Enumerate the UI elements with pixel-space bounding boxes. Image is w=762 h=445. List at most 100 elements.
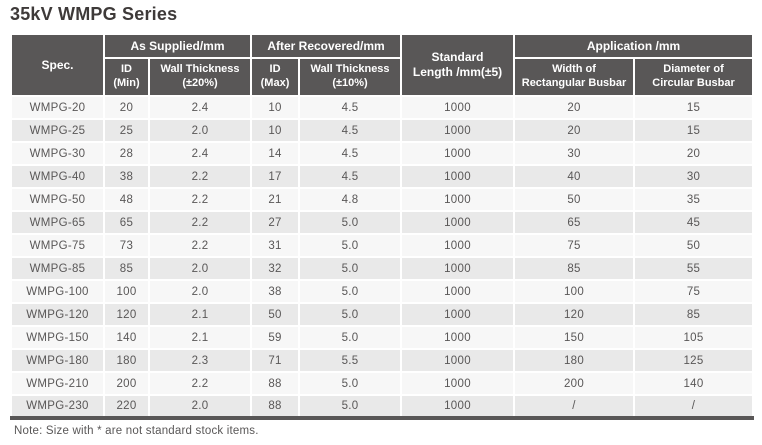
value-cell: 1000: [400, 325, 516, 350]
value-cell: 21: [250, 187, 301, 212]
value-cell: 31: [250, 233, 301, 258]
value-cell: 1000: [400, 302, 516, 327]
spec-cell: WMPG-40: [10, 164, 105, 189]
table-row: WMPG-50 48 2.2 21 4.8 1000 50 35: [10, 187, 755, 212]
header-application: Application /mm: [513, 33, 755, 59]
table-row: WMPG-75 73 2.2 31 5.0 1000 75 50: [10, 233, 755, 258]
value-cell: 100: [513, 279, 636, 304]
value-cell: 20: [103, 95, 150, 120]
page-title: 35kV WMPG Series: [10, 4, 178, 24]
value-cell: 5.0: [298, 256, 403, 281]
value-cell: 85: [103, 256, 150, 281]
table-row: WMPG-85 85 2.0 32 5.0 1000 85 55: [10, 256, 755, 281]
value-cell: 20: [513, 118, 636, 143]
value-cell: 50: [513, 187, 636, 212]
value-cell: 10: [250, 118, 301, 143]
value-cell: 48: [103, 187, 150, 212]
spec-cell: WMPG-30: [10, 141, 105, 166]
value-cell: 180: [513, 348, 636, 373]
value-cell: 38: [250, 279, 301, 304]
value-cell: 1000: [400, 187, 516, 212]
spec-table: Spec. As Supplied/mm After Recovered/mm …: [10, 33, 755, 420]
value-cell: 120: [513, 302, 636, 327]
value-cell: 59: [250, 325, 301, 350]
value-cell: 1000: [400, 95, 516, 120]
value-cell: 5.0: [298, 325, 403, 350]
value-cell: 88: [250, 371, 301, 396]
value-cell: 75: [513, 233, 636, 258]
value-cell: 4.5: [298, 118, 403, 143]
header-spec: Spec.: [10, 33, 105, 97]
value-cell: 85: [513, 256, 636, 281]
value-cell: 30: [513, 141, 636, 166]
value-cell: 4.5: [298, 141, 403, 166]
value-cell: 14: [250, 141, 301, 166]
table-row: WMPG-25 25 2.0 10 4.5 1000 20 15: [10, 118, 755, 143]
header-wall-thickness-10: Wall Thickness (±10%): [298, 57, 403, 97]
value-cell: 5.0: [298, 233, 403, 258]
value-cell: 105: [633, 325, 755, 350]
value-cell: 35: [633, 187, 755, 212]
spec-cell: WMPG-120: [10, 302, 105, 327]
value-cell: 32: [250, 256, 301, 281]
header-id-max: ID (Max): [250, 57, 301, 97]
value-cell: 2.0: [147, 394, 253, 420]
value-cell: 71: [250, 348, 301, 373]
value-cell: 85: [633, 302, 755, 327]
value-cell: 65: [513, 210, 636, 235]
table-row: WMPG-210 200 2.2 88 5.0 1000 200 140: [10, 371, 755, 396]
value-cell: 1000: [400, 394, 516, 420]
value-cell: 5.5: [298, 348, 403, 373]
spec-cell: WMPG-20: [10, 95, 105, 120]
spec-cell: WMPG-180: [10, 348, 105, 373]
value-cell: 50: [250, 302, 301, 327]
value-cell: 27: [250, 210, 301, 235]
value-cell: 50: [633, 233, 755, 258]
header-wall-thickness-20: Wall Thickness (±20%): [147, 57, 253, 97]
spec-cell: WMPG-210: [10, 371, 105, 396]
header-as-supplied: As Supplied/mm: [102, 33, 253, 59]
value-cell: 5.0: [298, 279, 403, 304]
value-cell: 2.1: [147, 325, 253, 350]
table-row: WMPG-65 65 2.2 27 5.0 1000 65 45: [10, 210, 755, 235]
value-cell: 1000: [400, 371, 516, 396]
value-cell: 1000: [400, 256, 516, 281]
note-text: Note: Size with * are not standard stock…: [14, 425, 259, 437]
value-cell: 2.0: [147, 279, 253, 304]
value-cell: 2.0: [147, 118, 253, 143]
value-cell: 28: [103, 141, 150, 166]
value-cell: 220: [103, 394, 150, 420]
value-cell: 2.3: [147, 348, 253, 373]
value-cell: 5.0: [298, 371, 403, 396]
value-cell: 1000: [400, 233, 516, 258]
value-cell: 15: [633, 95, 755, 120]
value-cell: 38: [103, 164, 150, 189]
table-row: WMPG-230 220 2.0 88 5.0 1000//: [10, 394, 755, 420]
spec-cell: WMPG-85: [10, 256, 105, 281]
header-group-row: Spec. As Supplied/mm After Recovered/mm …: [10, 33, 755, 97]
header-standard-length: Standard Length /mm(±5): [400, 33, 516, 97]
value-cell: 75: [633, 279, 755, 304]
value-cell: 2.4: [147, 141, 253, 166]
value-cell: 17: [250, 164, 301, 189]
value-cell: 55: [633, 256, 755, 281]
spec-cell: WMPG-25: [10, 118, 105, 143]
value-cell: 15: [633, 118, 755, 143]
value-cell: 180: [103, 348, 150, 373]
value-cell: 2.2: [147, 371, 253, 396]
value-cell: 5.0: [298, 302, 403, 327]
spec-cell: WMPG-150: [10, 325, 105, 350]
value-cell: 20: [633, 141, 755, 166]
value-cell: 100: [103, 279, 150, 304]
value-cell: 2.0: [147, 256, 253, 281]
table-row: WMPG-180 180 2.3 71 5.5 1000 180 125: [10, 348, 755, 373]
table-header: Spec. As Supplied/mm After Recovered/mm …: [10, 33, 755, 97]
header-width-rectangular-busbar: Width of Rectangular Busbar: [513, 57, 636, 97]
value-cell: 1000: [400, 348, 516, 373]
value-cell: 73: [103, 233, 150, 258]
value-cell: 2.4: [147, 95, 253, 120]
header-diameter-circular-busbar: Diameter of Circular Busbar: [633, 57, 755, 97]
value-cell: 4.8: [298, 187, 403, 212]
value-cell: 1000: [400, 210, 516, 235]
